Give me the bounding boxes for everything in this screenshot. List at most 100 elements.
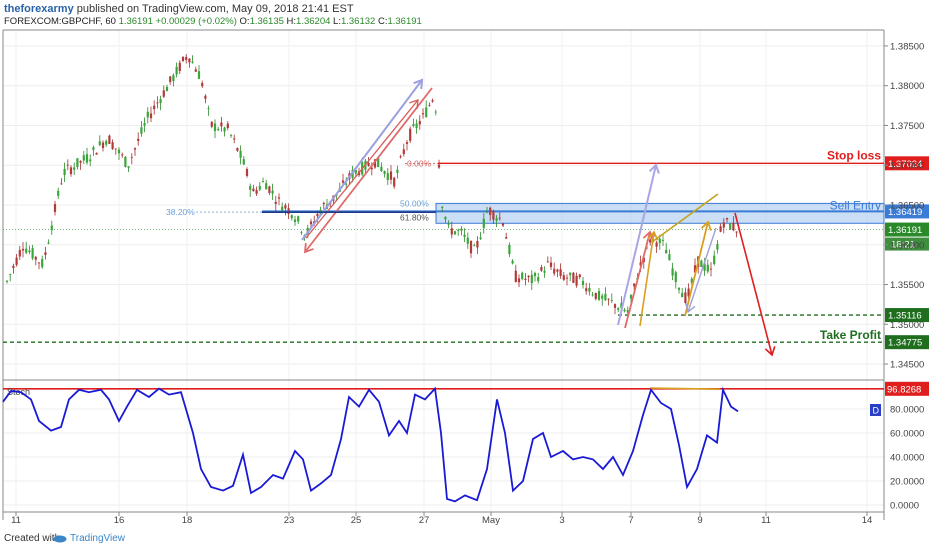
candle-body <box>732 222 735 231</box>
candle-body <box>137 138 140 141</box>
time-tick-label: 25 <box>351 515 362 526</box>
candle-body <box>703 263 706 271</box>
created-with-label: Created with <box>4 533 61 544</box>
projection-arrow-1 <box>301 79 423 241</box>
candle-body <box>709 268 713 270</box>
leg-arrow-1b-head <box>647 230 659 241</box>
candle-body <box>405 142 409 144</box>
candle-body <box>274 201 277 204</box>
channel-line-gold <box>651 193 719 243</box>
candle-body <box>15 257 18 265</box>
candle-body <box>25 248 28 253</box>
candle-body <box>85 154 89 163</box>
candle-body <box>585 288 588 292</box>
candle-body <box>399 156 402 158</box>
candle-body <box>690 278 693 283</box>
candle-body <box>92 147 95 150</box>
candle-body <box>415 123 418 128</box>
candle-body <box>191 61 194 63</box>
candle-body <box>437 164 441 168</box>
candle-body <box>31 248 34 259</box>
candle-body <box>66 164 69 166</box>
candle-body <box>44 252 47 255</box>
candle-body <box>649 239 652 243</box>
level-price-badge <box>885 204 929 219</box>
candle-body <box>201 82 204 87</box>
price-tick-label: 1.35000 <box>890 320 924 331</box>
candle-body <box>402 149 405 155</box>
candle-body <box>146 111 149 118</box>
divergence-line <box>649 387 721 390</box>
candle-body <box>629 294 633 299</box>
price-tick-label: 1.38000 <box>890 81 924 92</box>
candle-body <box>252 188 255 192</box>
candle-body <box>143 123 146 126</box>
candle-body <box>290 215 293 219</box>
candle-body <box>105 141 108 145</box>
candle-body <box>559 269 562 276</box>
candle-body <box>284 205 287 209</box>
price-tick-label: 1.37500 <box>890 121 924 132</box>
candle-body <box>546 261 549 263</box>
candle-body <box>466 237 469 244</box>
candle-body <box>658 238 661 244</box>
candle-body <box>476 240 479 248</box>
candle-body <box>345 183 348 185</box>
symbol-line: FOREXCOM:GBPCHF, 60 1.36191 +0.00029 (+0… <box>4 16 422 27</box>
candle-body <box>434 111 437 113</box>
candle-body <box>354 169 357 174</box>
candle-body <box>188 58 191 63</box>
candle-body <box>373 159 377 168</box>
ohlc-h-key: H: <box>286 16 297 27</box>
countdown-label: 18:21 <box>891 240 915 251</box>
candle-body <box>117 149 121 154</box>
candle-body <box>76 158 79 167</box>
leg-arrow-1-head <box>642 230 654 241</box>
stoch-tick-label: 60.0000 <box>890 429 924 440</box>
candle-body <box>63 168 66 176</box>
candle-body <box>18 249 21 257</box>
impulse-arrow-down <box>304 87 433 253</box>
fib-label-618: 61.80% <box>400 213 429 223</box>
candle-body <box>98 141 101 146</box>
candle-body <box>393 177 396 187</box>
candle-body <box>725 218 729 220</box>
candle-body <box>581 280 585 286</box>
candle-body <box>242 159 245 165</box>
stoch-tick-label: 0.0000 <box>890 501 919 512</box>
candle-body <box>530 274 533 284</box>
ohlc-c-value: 1.36191 <box>387 16 422 27</box>
candle-body <box>418 120 421 125</box>
candle-body <box>367 163 370 167</box>
candle-body <box>9 274 12 275</box>
price-tick-label: 1.37000 <box>890 161 924 172</box>
candle-body <box>210 121 213 127</box>
candle-body <box>133 148 137 150</box>
candle-body <box>169 76 172 83</box>
candle-body <box>386 173 389 180</box>
sell-entry-annotation: Sell Entry <box>830 198 881 212</box>
author-link[interactable]: theforexarmy <box>4 3 74 15</box>
ohlc-h-value: 1.36204 <box>296 16 331 27</box>
candle-body <box>556 269 559 272</box>
candle-body <box>549 262 553 267</box>
published-text: published on TradingView.com, May 09, 20… <box>73 3 354 15</box>
candle-body <box>181 56 185 61</box>
ohlc-o-key: O: <box>239 16 250 27</box>
candle-body <box>620 303 623 309</box>
candle-body <box>735 231 738 233</box>
last-price: 1.36191 <box>118 16 153 27</box>
time-tick-label: 16 <box>114 515 125 526</box>
candle-body <box>428 105 431 106</box>
time-tick-label: 18 <box>182 515 193 526</box>
footer: Created with TradingView <box>0 527 932 550</box>
stoch-level-badge <box>885 381 929 396</box>
candle-body <box>41 258 44 268</box>
candle-body <box>639 262 642 266</box>
candle-body <box>505 237 508 239</box>
candle-body <box>268 186 271 193</box>
candle-body <box>95 152 98 155</box>
candle-body <box>255 189 258 194</box>
tradingview-brand[interactable]: TradingView <box>70 533 126 544</box>
candle-body <box>441 206 444 208</box>
